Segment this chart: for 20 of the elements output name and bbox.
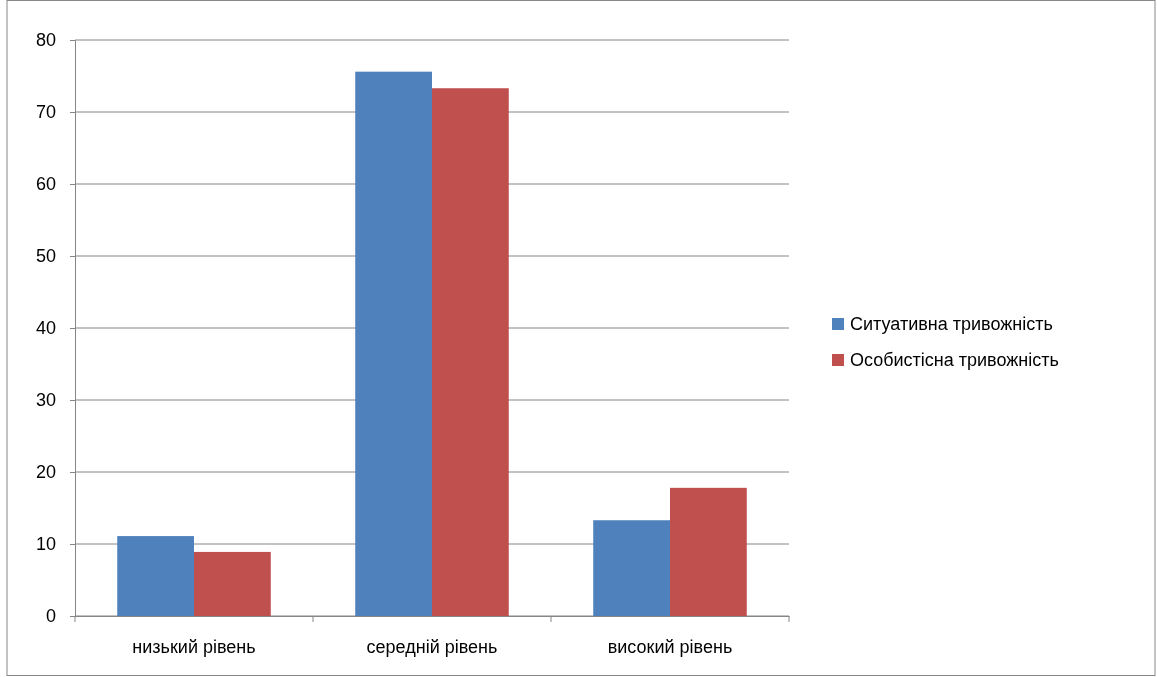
y-tick-label: 20 [35, 462, 56, 483]
bar [432, 88, 509, 616]
y-tick-label: 10 [35, 534, 56, 555]
bar [194, 551, 271, 616]
y-tick-label: 80 [35, 30, 56, 51]
x-tick-label: високий рівень [607, 636, 733, 657]
legend-label: Особистісна тривожність [850, 350, 1059, 371]
x-tick-label: низький рівень [132, 636, 256, 657]
bar [355, 71, 432, 616]
y-tick-label: 0 [45, 606, 56, 627]
bar [117, 536, 194, 616]
bar [593, 520, 670, 616]
legend-label: Ситуативна тривожність [850, 314, 1053, 335]
y-tick-label: 70 [35, 102, 56, 123]
y-tick-label: 60 [35, 174, 56, 195]
y-tick-label: 30 [35, 390, 56, 411]
y-tick-label: 50 [35, 246, 56, 267]
x-tick-label: середній рівень [366, 636, 498, 657]
bar [670, 487, 747, 616]
y-tick-label: 40 [35, 318, 56, 339]
